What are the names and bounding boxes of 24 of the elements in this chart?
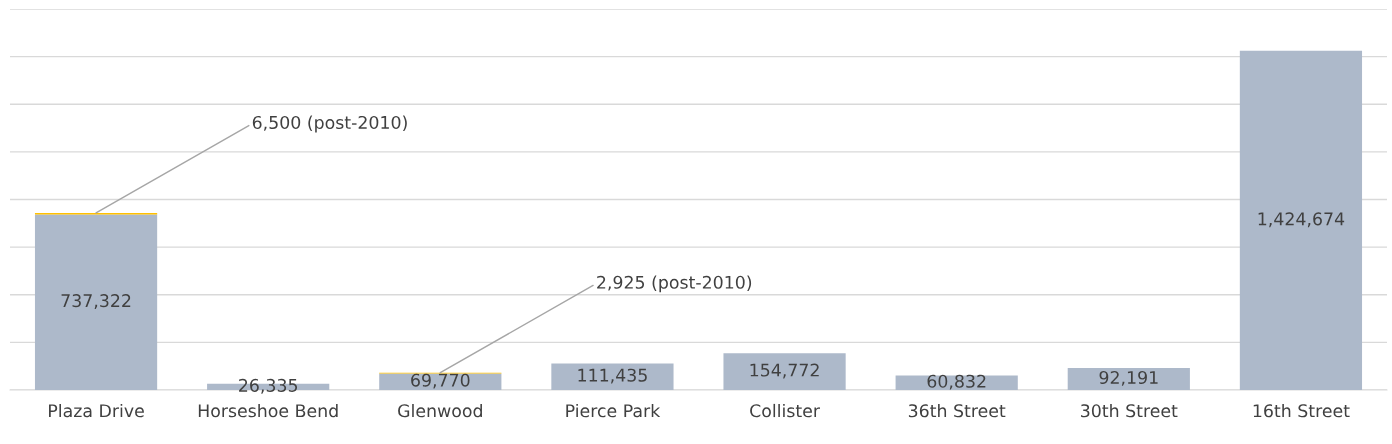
data-label: 26,335 [239,378,298,394]
bar [379,373,502,390]
data-label: 69,770 [411,373,470,389]
x-tick-label: Collister [750,403,820,418]
annotation: 6,500 (post-2010) [252,115,407,133]
data-label: 737,322 [61,294,131,310]
x-tick-label: Pierce Park [566,403,661,418]
bar [551,363,674,390]
annotation: 2,925 (post-2010) [597,275,752,293]
x-tick-label: Glenwood [398,403,482,418]
data-label: 60,832 [927,374,986,390]
data-label: 154,772 [750,363,819,379]
data-label: 92,191 [1099,370,1158,386]
x-tick-label: Horseshoe Bend [198,403,338,418]
bar [1067,368,1190,390]
data-label: 1,424,674 [1258,212,1345,228]
bar [34,214,158,390]
x-tick-label: 36th Street [908,403,1006,418]
x-tick-label: 16th Street [1253,403,1350,418]
x-tick-label: 30th Street [1081,403,1178,418]
data-label: 111,435 [578,368,647,384]
bar [723,353,846,390]
bar [1239,50,1363,390]
x-tick-label: Plaza Drive [49,403,144,418]
